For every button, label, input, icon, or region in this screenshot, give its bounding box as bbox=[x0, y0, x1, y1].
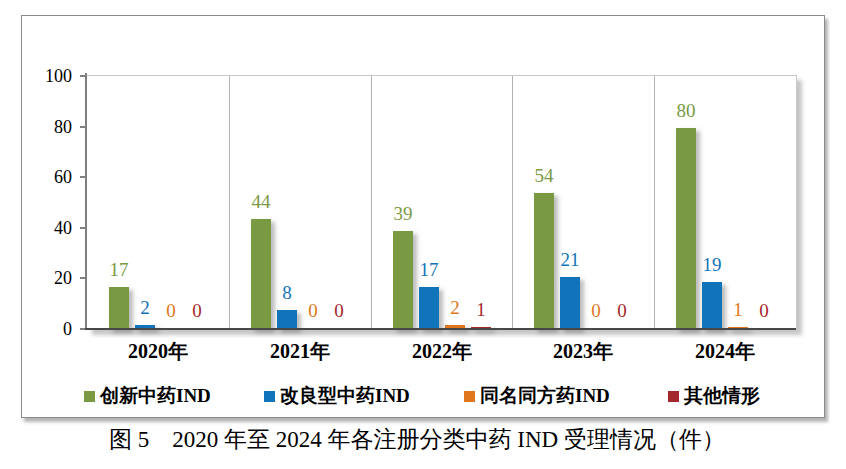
legend-swatch-icon bbox=[668, 391, 679, 402]
x-axis-category-label: 2020年 bbox=[87, 339, 229, 363]
data-label: 0 bbox=[175, 301, 219, 321]
legend-swatch-icon bbox=[464, 391, 475, 402]
y-axis-tick-label: 0 bbox=[27, 319, 72, 339]
x-axis-category-label: 2021年 bbox=[229, 339, 371, 363]
y-axis-tick-mark bbox=[80, 126, 85, 128]
data-label: 0 bbox=[317, 301, 361, 321]
legend-label: 创新中药IND bbox=[100, 386, 211, 406]
legend-label: 其他情形 bbox=[684, 386, 760, 406]
x-axis-category-label: 2022年 bbox=[371, 339, 513, 363]
legend-item: 改良型中药IND bbox=[264, 386, 410, 406]
y-axis-tick-label: 100 bbox=[27, 66, 72, 86]
y-axis-tick-label: 40 bbox=[27, 218, 72, 238]
data-label: 54 bbox=[522, 166, 566, 186]
data-label: 44 bbox=[239, 192, 283, 212]
y-axis-tick-mark bbox=[80, 176, 85, 178]
legend-swatch-icon bbox=[264, 391, 275, 402]
x-axis-line bbox=[85, 328, 796, 330]
category-separator-line bbox=[229, 76, 230, 330]
data-label: 21 bbox=[548, 250, 592, 270]
bar-创新中药IND-2021年 bbox=[251, 219, 271, 330]
plot-area: 1720044800391721542100801910 bbox=[87, 75, 797, 330]
bar-创新中药IND-2022年 bbox=[393, 231, 413, 330]
y-axis-tick-label: 20 bbox=[27, 268, 72, 288]
y-axis-tick-mark bbox=[80, 227, 85, 229]
data-label: 1 bbox=[459, 300, 503, 320]
x-axis-category-label: 2023年 bbox=[512, 339, 654, 363]
y-axis-tick-label: 60 bbox=[27, 167, 72, 187]
data-label: 17 bbox=[97, 260, 141, 280]
data-label: 0 bbox=[742, 301, 786, 321]
y-axis-tick-label: 80 bbox=[27, 117, 72, 137]
legend-item: 其他情形 bbox=[668, 386, 760, 406]
data-label: 80 bbox=[664, 101, 708, 121]
legend-item: 同名同方药IND bbox=[464, 386, 610, 406]
data-label: 19 bbox=[690, 255, 734, 275]
chart-caption: 图 5 2020 年至 2024 年各注册分类中药 IND 受理情况（件） bbox=[0, 424, 834, 455]
legend-swatch-icon bbox=[84, 391, 95, 402]
chart-frame: 1720044800391721542100801910 02040608010… bbox=[21, 15, 825, 418]
legend-label: 同名同方药IND bbox=[480, 386, 610, 406]
y-axis-tick-mark bbox=[80, 75, 85, 77]
x-axis-category-label: 2024年 bbox=[654, 339, 796, 363]
category-separator-line bbox=[512, 76, 513, 330]
legend-item: 创新中药IND bbox=[84, 386, 211, 406]
data-label: 8 bbox=[265, 283, 309, 303]
data-label: 17 bbox=[407, 260, 451, 280]
data-label: 39 bbox=[381, 204, 425, 224]
category-separator-line bbox=[654, 76, 655, 330]
legend-label: 改良型中药IND bbox=[280, 386, 410, 406]
bar-创新中药IND-2024年 bbox=[676, 128, 696, 330]
data-label: 0 bbox=[600, 301, 644, 321]
y-axis-tick-mark bbox=[80, 277, 85, 279]
category-separator-line bbox=[371, 76, 372, 330]
